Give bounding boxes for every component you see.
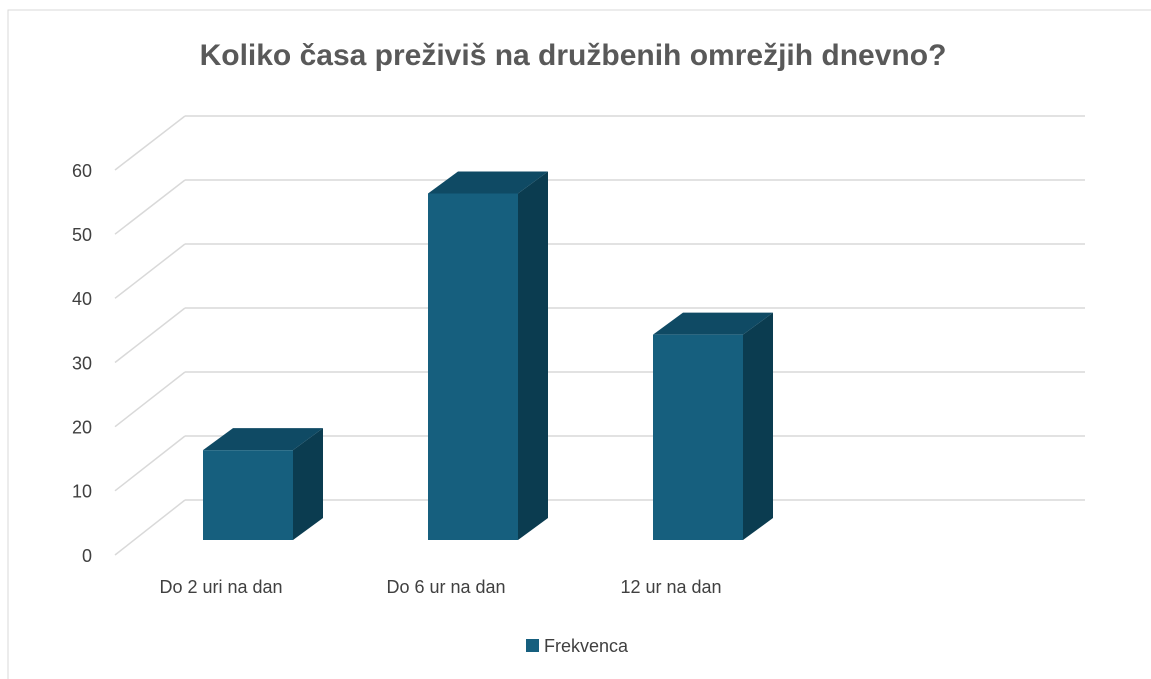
- grid-line: [114, 115, 186, 171]
- legend-swatch: [526, 639, 539, 652]
- grid-line: [114, 499, 186, 556]
- y-tick-label: 20: [72, 417, 92, 437]
- bar: [653, 334, 743, 540]
- y-tick-label: 30: [72, 353, 92, 373]
- bar-side: [518, 171, 548, 540]
- grid-line: [114, 243, 186, 299]
- y-tick-label: 10: [72, 482, 92, 502]
- bar: [203, 450, 293, 540]
- y-tick-label: 0: [82, 546, 92, 566]
- grid-line: [114, 307, 186, 364]
- chart-title: Koliko časa preživiš na družbenih omrežj…: [200, 39, 947, 72]
- y-tick-label: 60: [72, 161, 92, 181]
- x-tick-label: 12 ur na dan: [620, 577, 721, 597]
- bar-side: [293, 428, 323, 540]
- grid-line: [114, 371, 186, 428]
- x-tick-label: Do 2 uri na dan: [159, 577, 282, 597]
- grid-line: [114, 435, 186, 492]
- bar-top: [428, 171, 548, 194]
- grid-line: [114, 179, 186, 235]
- legend-label: Frekvenca: [544, 636, 629, 656]
- bar-top: [203, 428, 323, 451]
- x-tick-label: Do 6 ur na dan: [386, 577, 505, 597]
- y-tick-label: 50: [72, 225, 92, 245]
- chart-frame: [7, 9, 1151, 679]
- bar: [428, 193, 518, 540]
- bar-top: [653, 312, 773, 335]
- y-tick-label: 40: [72, 289, 92, 309]
- bar-side: [743, 312, 773, 540]
